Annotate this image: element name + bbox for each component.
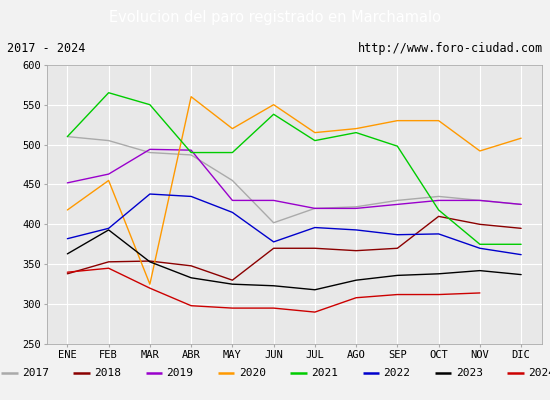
- Text: 2020: 2020: [239, 368, 266, 378]
- Text: 2019: 2019: [167, 368, 194, 378]
- Text: 2023: 2023: [456, 368, 483, 378]
- Text: 2024: 2024: [528, 368, 550, 378]
- Text: 2021: 2021: [311, 368, 338, 378]
- Text: http://www.foro-ciudad.com: http://www.foro-ciudad.com: [358, 42, 543, 55]
- Text: Evolucion del paro registrado en Marchamalo: Evolucion del paro registrado en Marcham…: [109, 10, 441, 25]
- Text: 2017 - 2024: 2017 - 2024: [7, 42, 85, 55]
- Text: 2017: 2017: [22, 368, 49, 378]
- Text: 2018: 2018: [94, 368, 122, 378]
- Text: 2022: 2022: [383, 368, 410, 378]
